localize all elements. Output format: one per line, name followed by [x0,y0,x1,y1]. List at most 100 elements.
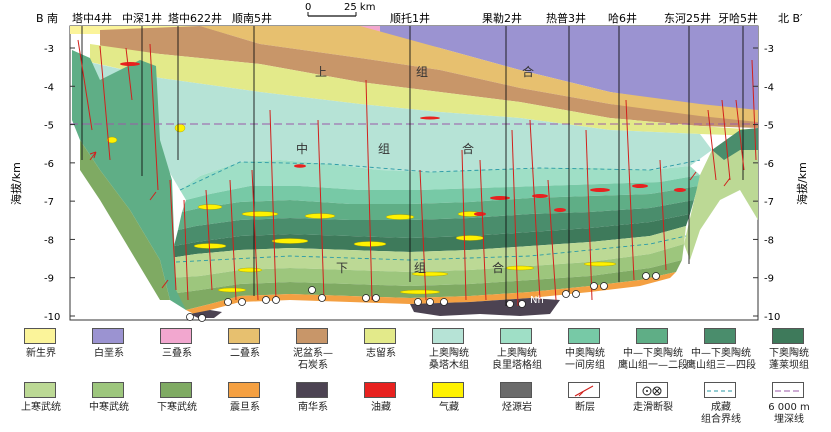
y-tick-label-right: -6 [764,159,774,170]
legend-swatch [296,382,328,398]
legend-swatch [772,382,804,398]
legend-item: 南华系 [276,380,350,432]
faults [77,39,757,307]
y-tick-label-left: -8 [44,235,54,246]
legend-label: 成藏 组合界线 [701,402,741,425]
legend-label: 6 000 m 埋深线 [768,402,810,425]
legend-swatch [704,328,736,344]
penglaiba-formation [170,214,690,258]
gas-reservoirs [106,123,617,295]
middle-label-2: 组 [378,142,390,156]
legend-label: 上寒武统 [21,402,61,413]
legend-swatch [772,328,804,344]
legend-label: 中—下奥陶统 鹰山组三—四段 [686,348,756,371]
cross-section: B 南 塔中4井 中深1井 塔中622井 顺南5井 顺托1井 果勒2井 热普3井… [9,2,809,322]
legend-item: 中—下奥陶统 鹰山组一—二段 [616,326,690,378]
legend-label: 断层 [575,402,595,413]
y-axis-right: -3 -4 -5 -6 -7 -8 -9 -10 [753,44,780,322]
legend-swatch [228,382,260,398]
legend-label: 烃源岩 [502,402,532,413]
legend-swatch [636,382,668,398]
legend-item: 走滑断裂 [616,380,690,432]
nanhua-rock-left [190,310,222,318]
legend-label: 中奥陶统 一间房组 [565,348,605,371]
yingshan-1-2-formation [178,186,698,230]
tabei-uplift [684,128,758,260]
cretaceous-band [360,26,758,120]
legend-item: 成藏 组合界线 [684,380,758,432]
legend-item: 下寒武统 [140,380,214,432]
legend-item: 白垩系 [72,326,146,378]
y-axis-left: -3 -4 -5 -6 -7 -8 -9 -10 [44,44,75,322]
lower-cambrian [170,260,682,310]
legend-label: 中—下奥陶统 鹰山组一—二段 [618,348,688,371]
middle-cambrian [168,244,684,294]
legend-label: 南华系 [298,402,328,413]
legend-item: 震旦系 [208,380,282,432]
lower-label-2: 组 [414,261,426,275]
legend-swatch [364,382,396,398]
section-start-label: B 南 [36,12,58,25]
legend-item: 三叠系 [140,326,214,378]
legend-swatch [568,328,600,344]
legend-item: 中—下奥陶统 鹰山组三—四段 [684,326,758,378]
y-tick-label-left: -9 [44,274,54,285]
lianglitage-formation [180,160,700,200]
combination-boundary-lower [175,235,687,263]
legend-label: 上奥陶统 桑塔木组 [429,348,469,371]
legend-swatch [296,328,328,344]
upper-label-2: 组 [416,65,428,79]
legend-item: 下奥陶统 蓬莱坝组 [752,326,826,378]
legend-swatch [432,382,464,398]
legend-swatch [24,328,56,344]
y-axis-title-right: 海拔/km [795,162,809,205]
legend-item: 断层 [548,380,622,432]
legend-label: 泥盆系— 石炭系 [293,348,333,371]
legend-item: 上奥陶统 桑塔木组 [412,326,486,378]
y-tick-label-right: -8 [764,235,774,246]
legend-label: 白垩系 [94,348,124,359]
legend-label: 震旦系 [230,402,260,413]
legend-swatch [568,382,600,398]
legend-item: 烃源岩 [480,380,554,432]
well-label-zhongshen1: 中深1井 [122,11,162,25]
nh-label: Nh [530,295,544,306]
legend-swatch [228,328,260,344]
legend-item: 气藏 [412,380,486,432]
legend-label: 下奥陶统 蓬莱坝组 [769,348,809,371]
y-tick-label-right: -4 [764,82,774,93]
y-tick-label-right: -5 [764,121,774,132]
well-label-shuntuo1: 顺托1井 [390,11,430,25]
tazhong-uplift-inner [80,140,170,300]
section-end-label: 北 B′ [778,12,803,25]
legend-swatch [160,328,192,344]
scale-zero: 0 [305,2,311,13]
legend-item: 中寒武统 [72,380,146,432]
legend-swatch [160,382,192,398]
legend-swatch [636,328,668,344]
legend-item: 志留系 [344,326,418,378]
tabei-uplift-dark [712,128,758,160]
legend-swatch [432,328,464,344]
y-axis-title-left: 海拔/km [9,162,23,205]
legend-item: 新生界 [4,326,78,378]
legend-label: 三叠系 [162,348,192,359]
legend-swatch [500,328,532,344]
well-label-represe3: 热普3井 [546,11,586,25]
y-tick-label-left: -10 [44,312,60,322]
legend-label: 下寒武统 [157,402,197,413]
y-tick-label-right: -10 [764,312,780,322]
well-label-ha6: 哈6井 [608,11,637,25]
silurian-band [90,44,758,136]
slip-arrows [89,151,731,289]
upper-label-1: 上 [315,65,327,79]
well-label-tazhong622: 塔中622井 [168,11,222,25]
legend-label: 上奥陶统 良里塔格组 [492,348,542,371]
legend-item: 6 000 m 埋深线 [752,380,826,432]
legend-item: 上奥陶统 良里塔格组 [480,326,554,378]
legend-swatch [364,328,396,344]
scale-bar: 0 25 km [305,2,375,17]
strike-slip-symbols [186,272,660,322]
well-label-guole2: 果勒2井 [482,11,522,25]
permian-band [200,26,758,126]
